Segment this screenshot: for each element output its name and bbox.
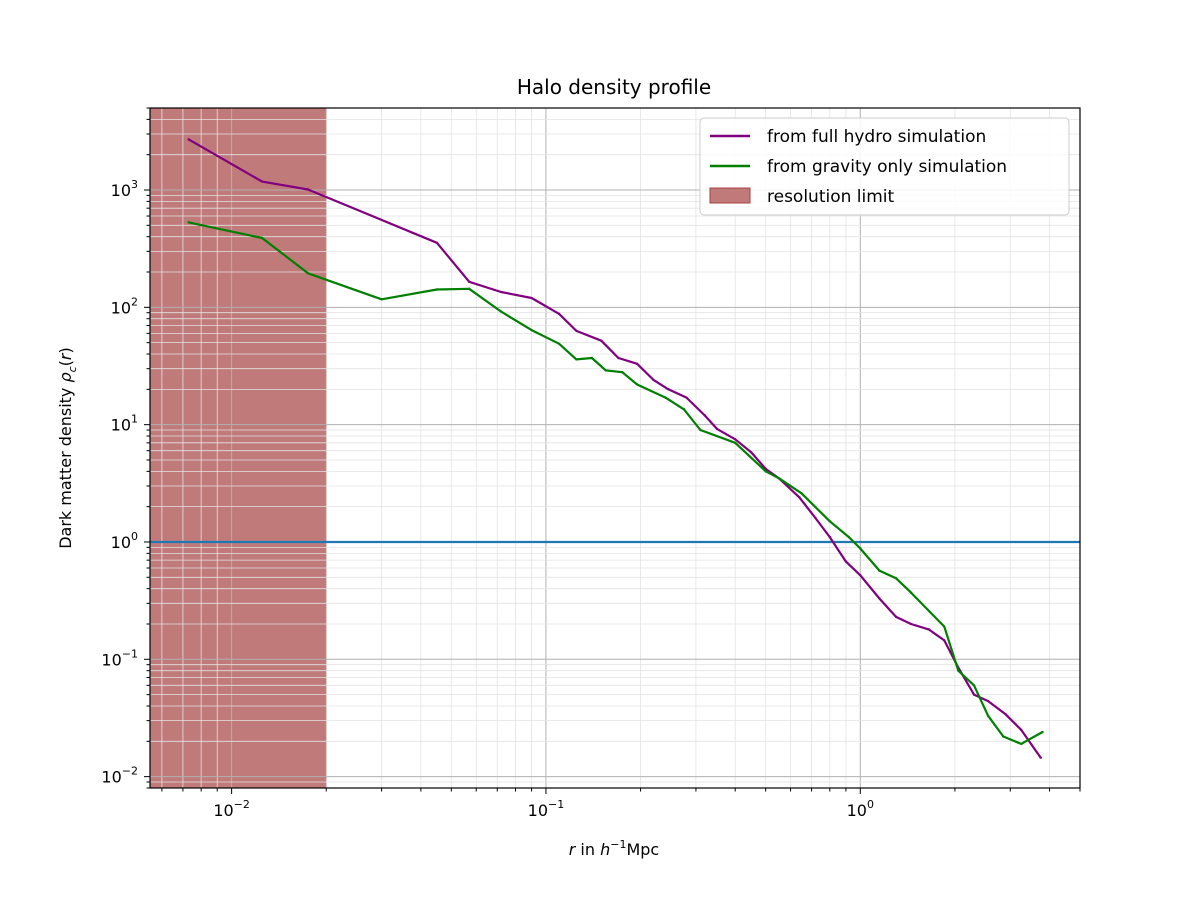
y-tick-label: 102 [111, 295, 138, 317]
data-point-hydro [435, 241, 439, 244]
data-point-gravity [499, 310, 503, 313]
data-point-hydro [260, 180, 264, 183]
data-point-gravity [894, 577, 898, 580]
data-point-hydro [530, 296, 533, 300]
data-point-gravity [828, 520, 832, 523]
data-point-gravity [664, 396, 667, 399]
legend-label-hydro: from full hydro simulation [767, 127, 986, 147]
data-point-gravity [957, 669, 960, 672]
data-point-hydro [685, 396, 688, 399]
tick-layer: 10−2 10−1 100 10−2 10−1 100 101 102 103 [101, 107, 1081, 820]
data-point-hydro [617, 356, 620, 360]
data-point-hydro [575, 329, 578, 333]
data-point-gravity [800, 492, 803, 495]
data-point-gravity [699, 428, 702, 432]
chart-title: Halo density profile [517, 75, 711, 99]
data-point-gravity [734, 441, 737, 445]
data-point-hydro [798, 496, 801, 499]
data-point-hydro [814, 516, 817, 520]
data-point-hydro [703, 414, 706, 417]
grid-layer [150, 107, 1081, 789]
data-point-gravity [621, 370, 624, 374]
data-point-hydro [1019, 728, 1023, 732]
x-tick-label: 10−1 [528, 798, 565, 820]
y-axis-label: Dark matter density ρc(r) [56, 347, 79, 549]
data-point-gravity [1019, 742, 1023, 746]
series-line-gravity [188, 221, 1044, 746]
y-tick-label: 101 [111, 413, 138, 435]
resolution-limit-region [149, 107, 327, 789]
data-point-gravity [1002, 735, 1005, 738]
data-point-gravity [859, 547, 862, 550]
x-tick-label: 10−2 [213, 798, 250, 820]
data-point-gravity [986, 714, 990, 717]
data-point-hydro [468, 280, 471, 284]
data-point-hydro [909, 622, 913, 626]
data-point-hydro [1039, 756, 1042, 759]
data-point-gravity [972, 684, 976, 687]
data-point-gravity [306, 272, 310, 275]
x-tick-label: 100 [847, 798, 874, 820]
y-tick-label: 10−1 [101, 647, 138, 669]
data-point-gravity [943, 625, 946, 628]
legend-label-gravity: from gravity only simulation [767, 157, 1007, 177]
data-point-hydro [750, 451, 753, 454]
data-point-hydro [878, 597, 881, 600]
x-axis-label: r in h−1Mpc [569, 838, 659, 859]
data-point-hydro [652, 378, 655, 382]
data-point-hydro [894, 615, 898, 619]
data-point-gravity [635, 383, 639, 386]
legend-swatch-resolution [709, 187, 751, 204]
y-tick-label: 10−2 [101, 765, 138, 787]
data-point-hydro [972, 693, 976, 696]
data-point-gravity [468, 287, 471, 290]
data-point-hydro [600, 339, 603, 342]
data-point-hydro [557, 312, 561, 316]
data-point-gravity [557, 342, 561, 345]
data-point-hydro [635, 362, 639, 366]
shade-layer [149, 107, 327, 789]
legend-label-resolution: resolution limit [767, 187, 895, 207]
data-point-gravity [1041, 730, 1044, 734]
data-point-gravity [777, 476, 780, 480]
data-point-gravity [435, 288, 439, 291]
data-point-hydro [667, 388, 670, 391]
data-point-gravity [590, 356, 594, 360]
data-point-gravity [187, 221, 190, 224]
data-point-gravity [682, 408, 686, 411]
data-point-gravity [604, 369, 607, 372]
axes-frame [149, 107, 1081, 789]
data-point-hydro [187, 138, 190, 141]
data-point-hydro [859, 574, 862, 577]
data-point-gravity [380, 298, 383, 301]
series-layer [187, 138, 1044, 759]
data-point-hydro [715, 427, 719, 431]
legend: from full hydro simulation from gravity … [699, 117, 1070, 216]
data-point-hydro [734, 438, 737, 441]
data-point-hydro [844, 560, 848, 563]
data-point-hydro [927, 628, 930, 631]
data-point-hydro [943, 639, 946, 642]
data-point-hydro [1004, 713, 1007, 716]
data-point-gravity [260, 236, 264, 240]
data-point-hydro [986, 699, 990, 703]
data-point-hydro [828, 535, 832, 539]
data-point-gravity [878, 569, 881, 572]
legend-frame [699, 117, 1070, 216]
data-point-gravity [909, 591, 913, 594]
data-point-gravity [847, 535, 851, 539]
data-point-gravity [575, 358, 578, 361]
data-point-gravity [764, 470, 767, 473]
data-point-gravity [530, 328, 533, 332]
y-tick-label: 103 [111, 178, 138, 200]
y-tick-label: 100 [111, 530, 138, 552]
data-point-hydro [499, 290, 503, 294]
data-point-hydro [306, 188, 310, 191]
